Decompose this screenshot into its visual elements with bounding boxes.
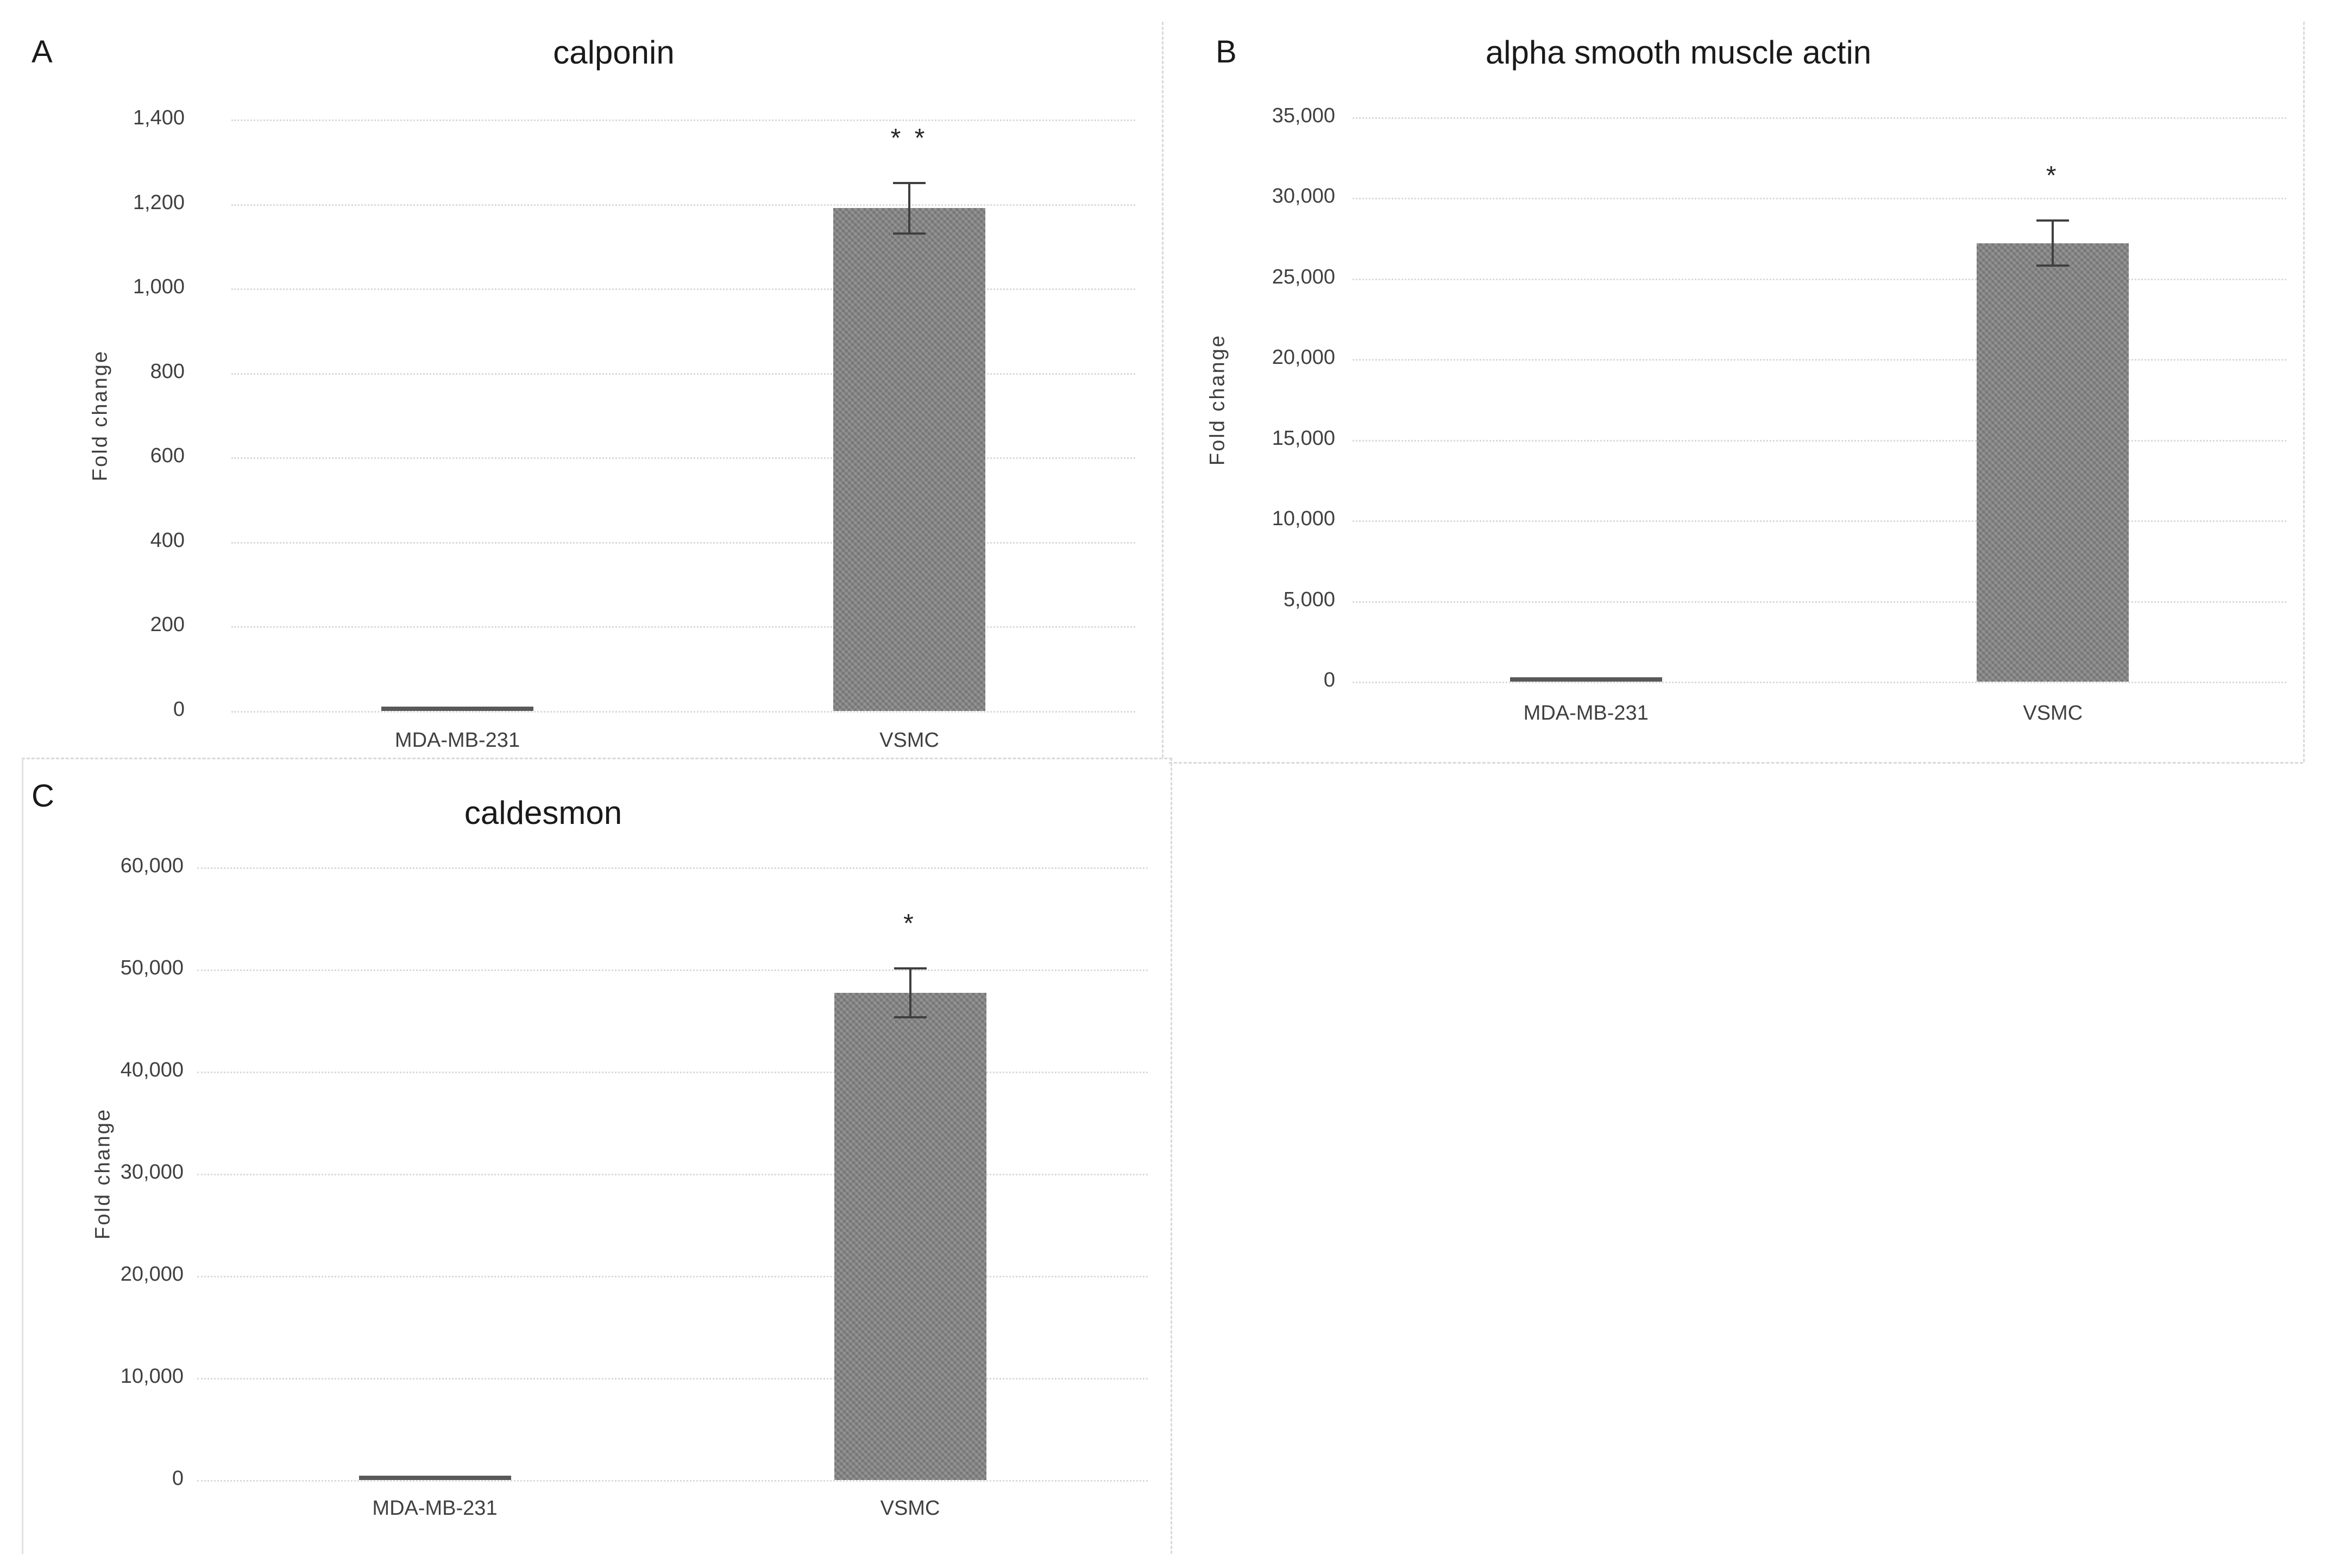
x-category-label: VSMC [880, 1497, 940, 1520]
gridline [197, 1378, 1148, 1380]
gridline [1353, 278, 2286, 280]
panel-b-right-border [2303, 22, 2305, 762]
y-tick-label: 50,000 [120, 956, 184, 979]
y-tick-label: 10,000 [1272, 507, 1335, 531]
gridline [231, 288, 1135, 291]
panel-b-letter: B [1216, 34, 1237, 70]
panel-a-title: calponin [553, 34, 675, 71]
gridline [197, 1174, 1148, 1175]
error-bar-cap-top [2036, 219, 2070, 222]
significance-marker: * * [890, 123, 928, 153]
y-tick-label: 200 [150, 613, 185, 637]
x-category-label: VSMC [2023, 702, 2083, 725]
y-tick-label: 0 [1323, 669, 1335, 691]
x-category-label: VSMC [879, 729, 939, 752]
y-tick-label: 15,000 [1272, 426, 1335, 450]
error-bar-line [2052, 220, 2054, 266]
gridline [1353, 682, 2286, 683]
y-tick-label: 800 [150, 360, 185, 383]
panel-a-letter: A [32, 34, 53, 70]
y-tick-label: 10,000 [120, 1365, 184, 1388]
y-tick-label: 40,000 [120, 1059, 184, 1081]
gridline [1353, 117, 2286, 119]
gridline [1353, 601, 2286, 603]
bar-vsmc [1977, 243, 2129, 682]
significance-marker: * [2046, 161, 2060, 190]
bar-mda-mb-231 [1510, 677, 1662, 682]
error-bar-line [909, 968, 911, 1018]
gridline [1353, 198, 2286, 200]
panel-b-bottom-border [1169, 762, 2303, 764]
y-tick-label: 30,000 [1272, 185, 1335, 208]
gridline [231, 373, 1135, 375]
y-tick-label: 5,000 [1283, 588, 1335, 611]
gridline [231, 541, 1135, 544]
gridline [1353, 439, 2286, 442]
gridline [197, 1276, 1148, 1277]
error-bar-cap-bottom [893, 232, 926, 235]
y-tick-label: 25,000 [1272, 265, 1335, 288]
gridline [231, 626, 1135, 628]
panel-b-title: alpha smooth muscle actin [1485, 34, 1872, 71]
bar-mda-mb-231 [359, 1476, 511, 1480]
x-category-label: MDA-MB-231 [372, 1497, 498, 1520]
bar-vsmc [834, 993, 986, 1480]
gridline [197, 867, 1148, 869]
y-tick-label: 0 [173, 698, 185, 721]
y-tick-label: 60,000 [120, 854, 184, 877]
gridline [231, 711, 1135, 713]
bar-mda-mb-231 [381, 707, 533, 711]
panel-c-letter: C [32, 778, 54, 814]
error-bar-line [908, 182, 910, 234]
y-tick-label: 30,000 [120, 1161, 184, 1183]
y-tick-label: 0 [172, 1467, 184, 1490]
gridline [231, 204, 1135, 206]
x-category-label: MDA-MB-231 [1523, 702, 1649, 725]
y-tick-label: 400 [150, 528, 185, 552]
divider-a-b [1162, 22, 1164, 758]
gridline [231, 457, 1135, 459]
y-tick-label: 1,400 [133, 106, 185, 129]
y-tick-label: 20,000 [1272, 346, 1335, 369]
panel-c-border-box [22, 758, 1172, 1554]
y-tick-label: 600 [150, 444, 185, 468]
panel-c-title: caldesmon [464, 795, 622, 831]
gridline [197, 1072, 1148, 1073]
error-bar-cap-bottom [894, 1016, 927, 1019]
bar-vsmc [833, 208, 985, 711]
y-tick-label: 1,000 [133, 275, 185, 299]
gridline [197, 969, 1148, 971]
error-bar-cap-bottom [2036, 265, 2070, 267]
error-bar-cap-top [894, 967, 927, 970]
gridline [231, 119, 1135, 121]
gridline [1353, 520, 2286, 522]
y-tick-label: 1,200 [133, 191, 185, 214]
x-category-label: MDA-MB-231 [394, 729, 520, 752]
y-tick-label: 20,000 [120, 1263, 184, 1286]
gridline [197, 1480, 1148, 1482]
error-bar-cap-top [893, 181, 926, 184]
y-tick-label: 35,000 [1272, 104, 1335, 127]
significance-marker: * [903, 909, 917, 939]
gridline [1353, 359, 2286, 361]
